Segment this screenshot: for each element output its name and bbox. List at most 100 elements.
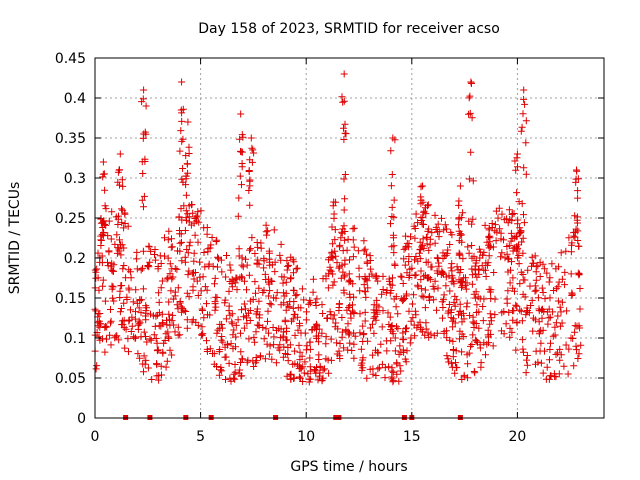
- data-point: [269, 324, 277, 331]
- data-point: [433, 254, 441, 262]
- data-point: [106, 331, 114, 339]
- data-point: [476, 248, 484, 256]
- data-point: [395, 377, 403, 385]
- data-point: [99, 276, 107, 284]
- data-point: [155, 372, 163, 379]
- data-point: [238, 160, 246, 167]
- data-point: [166, 321, 174, 329]
- data-point: [361, 308, 369, 316]
- data-point: [184, 271, 192, 279]
- data-point: [168, 235, 175, 243]
- data-point: [508, 235, 516, 242]
- data-point: [357, 345, 365, 353]
- data-point: [147, 247, 155, 255]
- data-point: [469, 331, 477, 339]
- y-tick-label: 0.1: [64, 331, 86, 347]
- data-point: [203, 286, 211, 294]
- data-point: [198, 331, 206, 339]
- data-point: [92, 268, 100, 276]
- data-point: [118, 219, 126, 227]
- data-point: [444, 309, 452, 317]
- data-point: [178, 175, 186, 183]
- data-point: [338, 228, 346, 236]
- data-point: [473, 301, 481, 309]
- data-point: [228, 320, 236, 328]
- data-point: [245, 271, 253, 279]
- data-point: [389, 377, 397, 385]
- data-point: [576, 305, 584, 313]
- data-point: [226, 261, 234, 269]
- data-point: [356, 310, 364, 318]
- data-point: [497, 253, 505, 261]
- data-point: [139, 247, 147, 255]
- data-point: [365, 272, 373, 280]
- data-point: [204, 248, 212, 256]
- data-point: [513, 302, 521, 310]
- data-point: [383, 337, 391, 345]
- data-point: [576, 270, 583, 278]
- data-point: [265, 350, 273, 358]
- data-point: [568, 290, 576, 298]
- data-point: [406, 271, 414, 279]
- data-point: [571, 212, 579, 220]
- data-point: [523, 356, 531, 364]
- y-tick-label: 0.2: [64, 251, 86, 267]
- data-point: [573, 166, 580, 174]
- data-point: [96, 310, 104, 317]
- data-point: [267, 277, 275, 285]
- data-point: [257, 353, 264, 361]
- data-point: [306, 354, 314, 362]
- data-point: [450, 280, 458, 288]
- data-point: [485, 244, 493, 252]
- data-point: [330, 311, 338, 319]
- data-point: [547, 339, 554, 347]
- data-point: [119, 182, 127, 190]
- data-point: [440, 291, 448, 299]
- data-point: [346, 290, 354, 298]
- data-point: [134, 321, 142, 329]
- data-point: [369, 320, 376, 328]
- data-point: [246, 201, 254, 209]
- data-point: [523, 352, 531, 359]
- data-point: [289, 304, 297, 312]
- data-point: [334, 325, 342, 333]
- data-point: [476, 341, 484, 349]
- data-point: [227, 266, 235, 274]
- data-point: [97, 236, 105, 244]
- x-tick-label: 15: [403, 429, 421, 445]
- data-point: [515, 260, 523, 268]
- data-point: [216, 346, 224, 353]
- data-point: [324, 356, 332, 364]
- data-point: [177, 127, 185, 135]
- data-point: [324, 284, 332, 292]
- data-point: [155, 289, 163, 297]
- data-point: [522, 117, 530, 125]
- data-point: [299, 378, 307, 385]
- data-point: [122, 274, 130, 282]
- data-point: [428, 229, 436, 237]
- data-point: [94, 249, 102, 257]
- data-point: [455, 201, 463, 209]
- data-point: [440, 327, 448, 335]
- data-point: [482, 259, 490, 267]
- data-point: [125, 266, 133, 274]
- data-point: [135, 304, 143, 312]
- data-point: [546, 346, 554, 353]
- data-point: [468, 114, 476, 122]
- data-point: [246, 176, 254, 184]
- data-point: [108, 282, 116, 290]
- data-point: [556, 345, 564, 353]
- data-point: [119, 265, 127, 273]
- data-point: [127, 306, 134, 314]
- data-point: [422, 233, 430, 241]
- data-point: [122, 325, 130, 333]
- data-point: [378, 360, 386, 368]
- data-point: [102, 205, 110, 213]
- data-point: [203, 345, 211, 353]
- data-point: [437, 271, 445, 278]
- data-point: [424, 329, 432, 337]
- data-point: [226, 311, 234, 319]
- data-point: [418, 220, 426, 228]
- data-point: [250, 363, 258, 370]
- data-point: [237, 348, 245, 356]
